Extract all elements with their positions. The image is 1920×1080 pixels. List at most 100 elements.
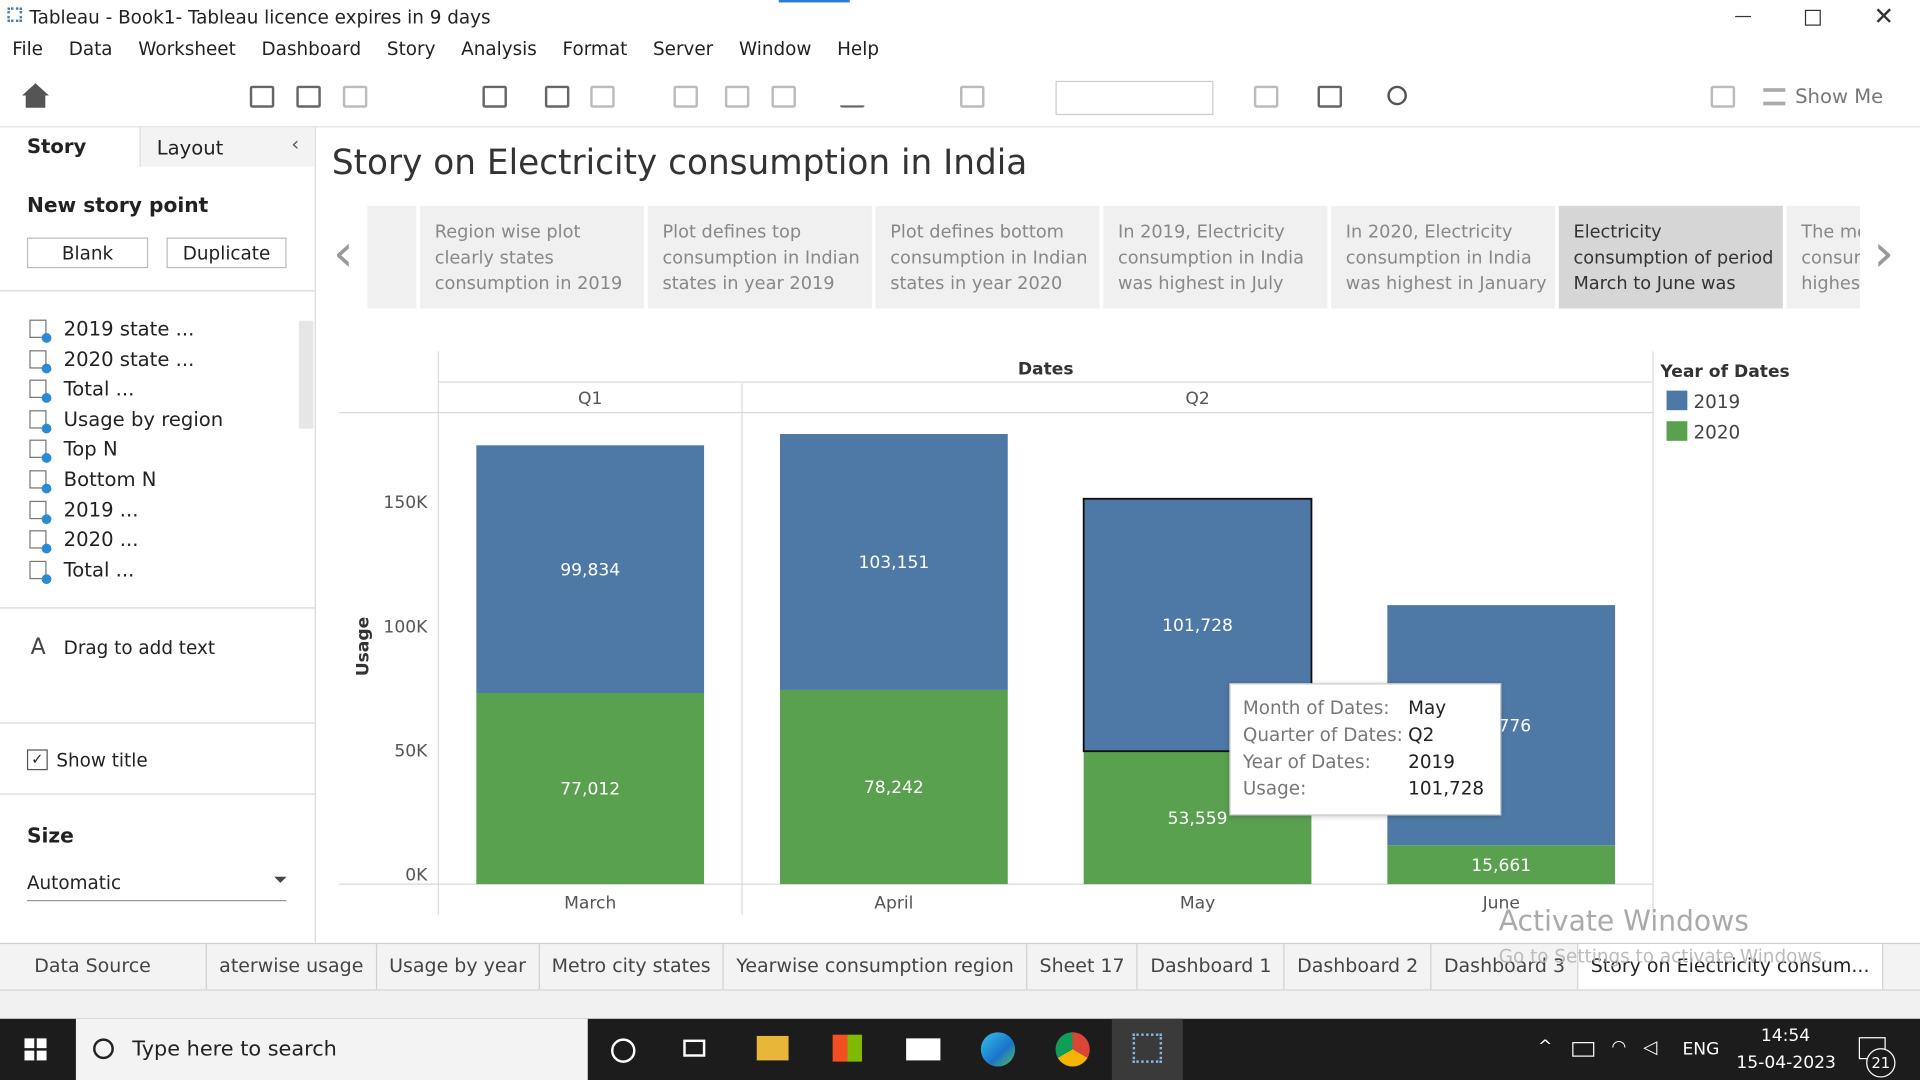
story-point[interactable]: Electricity consumption of period March to… [1558,205,1783,309]
sheet-tab[interactable]: Dashboard 2 [1285,944,1432,991]
sheet-item[interactable]: Bottom N [29,468,156,494]
menu-item[interactable]: Format [562,37,628,60]
search-text[interactable]: Type here to search [132,1037,337,1062]
next-arrow[interactable]: › [1873,222,1895,283]
tooltip-row: Usage: 101,728 [1243,778,1500,805]
share-icon[interactable] [1387,85,1407,106]
notification-count[interactable]: 21 [1866,1048,1896,1078]
legend-swatch [1666,390,1688,411]
show-title[interactable]: Show title [56,749,148,772]
sheet-icon [29,409,52,434]
menu-item[interactable]: Worksheet [138,37,236,60]
story-point[interactable]: Plot defines top consumption in Indian sta… [647,205,872,309]
close[interactable]: ✕ [1873,1,1894,31]
story-point-text: consumption in India [1345,248,1532,269]
sheet-tab[interactable]: Metro city states [539,944,725,991]
story-point[interactable]: In 2019, Electricity consumption in India… [1103,205,1328,309]
tableau-active[interactable] [1111,1018,1183,1080]
edge[interactable] [980,1032,1016,1067]
drag-text[interactable]: Drag to add text [63,636,216,659]
menu-item[interactable]: Analysis [461,37,537,60]
sheet-tab[interactable]: aterwise usage [207,944,377,991]
start[interactable] [24,1038,47,1061]
sheet-tab[interactable]: Usage by year [377,944,540,991]
clear-icon [590,85,615,108]
sheet-item[interactable]: 2019 state ... [29,317,195,343]
legend-label: 2019 [1693,392,1740,413]
show-me-icon[interactable] [1763,88,1786,106]
quarter-label: Q1 [578,389,602,409]
sheet-tab[interactable]: Sheet 17 [1027,944,1139,991]
duplicate-button[interactable]: Duplicate [166,237,287,269]
story-point[interactable]: Plot defines bottom consumption in Indian… [875,205,1100,309]
blank-button[interactable]: Blank [26,237,149,269]
watermark: Go to Settings to activate Windows. [1498,945,1828,968]
menu-item[interactable]: Server [652,37,714,60]
label-icon [960,85,985,108]
menu-item[interactable]: File [12,37,43,60]
column-header: Dates [1018,360,1074,380]
cortana[interactable] [611,1038,636,1063]
new-sheet-icon[interactable] [482,85,507,108]
clock-date[interactable]: 15-04-2023 [1736,1053,1836,1073]
menu-item[interactable]: Help [837,37,879,60]
explorer[interactable] [756,1035,789,1061]
sheet-item[interactable]: 2019 ... [29,498,138,524]
story-point[interactable]: Region wise plot clearly states consumptio… [420,205,645,309]
sheet-item[interactable]: Top N [29,438,118,464]
value-label: 103,151 [858,553,929,573]
highlight-icon[interactable] [840,86,865,108]
divider [0,722,315,724]
sheet-item[interactable]: 2020 state ... [29,347,194,373]
duplicate-icon[interactable] [544,85,570,108]
home-icon[interactable] [25,95,46,108]
search-box[interactable] [75,1018,588,1080]
sheet-tab[interactable]: Story on Electricity consum... [1578,944,1883,991]
sheet-item[interactable]: 2020 ... [29,528,138,554]
restore[interactable] [1804,9,1821,26]
collapse[interactable]: ‹ [291,132,300,156]
sheet-name: 2019 state ... [63,317,195,341]
language[interactable]: ENG [1682,1039,1720,1060]
checkbox[interactable]: ✓ [26,749,48,771]
story-point[interactable]: ityian [367,205,417,309]
menu-item[interactable]: Window [738,37,812,60]
bar-segment [1387,845,1616,885]
home-icon[interactable] [22,83,49,96]
sheet-item[interactable]: Usage by region [29,408,223,434]
story-point-text: highes [1801,274,1861,294]
presentation-icon[interactable] [1317,85,1343,108]
sheet-tab[interactable]: Dashboard 3 [1432,944,1579,991]
data-icon [342,85,368,108]
story-tab[interactable]: Story [26,134,87,158]
minimize[interactable] [1735,15,1752,18]
story-point[interactable]: The mo consur highes [1786,205,1861,309]
prev-arrow[interactable]: ‹ [333,222,354,283]
menu-item[interactable]: Story [386,37,436,60]
store[interactable] [832,1034,863,1062]
sheet-tab[interactable]: Data Source [0,944,207,991]
watermark: Activate Windows [1498,906,1749,938]
task-view[interactable] [683,1039,706,1057]
story-point[interactable]: In 2020, Electricity consumption in India… [1331,205,1556,309]
sort-icon [724,85,750,108]
mail[interactable] [906,1038,941,1061]
menu-item[interactable]: Dashboard [261,37,362,60]
sheet-item[interactable]: Total ... [29,377,134,404]
size-value[interactable]: Automatic [26,871,122,894]
sheet-item[interactable]: Total ... [29,558,134,584]
sheet-tab[interactable]: Dashboard 1 [1138,944,1285,991]
search-icon [93,1038,114,1060]
clock-time[interactable]: 14:54 [1760,1026,1811,1046]
chrome[interactable] [1055,1032,1090,1067]
tray-arrow[interactable]: ^ [1537,1037,1553,1057]
scrollbar [298,320,314,429]
dropdown-arrow[interactable] [274,876,287,883]
layout-tab[interactable]: Layout [156,135,224,160]
save-icon[interactable] [249,85,275,108]
show-me[interactable]: Show Me [1795,84,1884,108]
sheet-tab[interactable]: Yearwise consumption region [724,944,1028,991]
menu-item[interactable]: Data [68,37,113,60]
new-data-icon[interactable] [296,85,321,108]
